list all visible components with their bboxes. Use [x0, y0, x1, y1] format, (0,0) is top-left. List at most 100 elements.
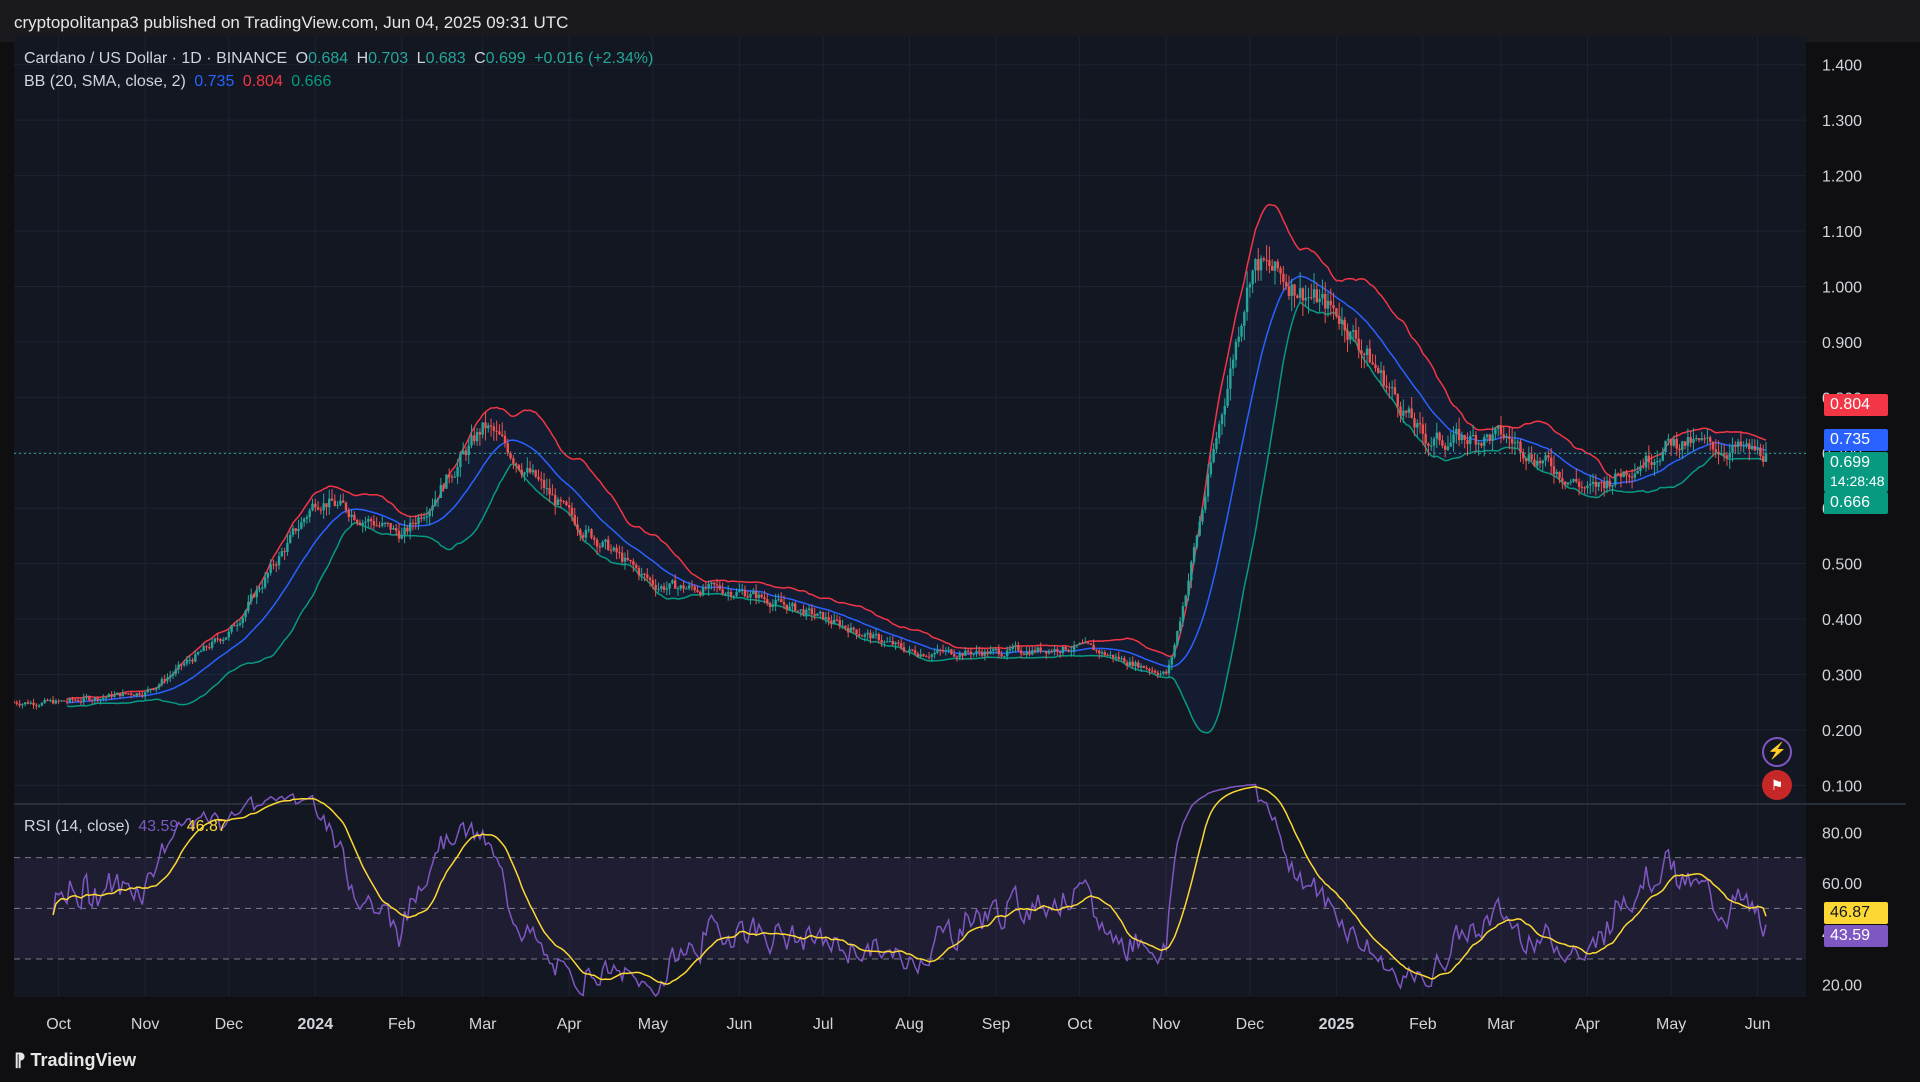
candle-body	[654, 585, 657, 590]
candle-body	[1312, 289, 1316, 298]
candle-body	[1184, 595, 1187, 607]
candle-body	[1711, 441, 1715, 450]
candle-body	[314, 503, 317, 508]
candle-body	[116, 692, 119, 696]
candle-body	[219, 639, 222, 642]
rsi-axis-tick: 80.00	[1822, 825, 1862, 842]
candle-body	[191, 659, 194, 662]
candle-body	[1393, 387, 1397, 395]
bb-upper-value: 0.804	[242, 73, 283, 90]
candle-body	[157, 684, 161, 688]
bb-lower-tag: 0.666	[1824, 492, 1888, 514]
candle-body	[952, 654, 956, 657]
candle-body	[701, 587, 705, 596]
candle-body	[347, 510, 350, 517]
candle-body	[487, 425, 490, 429]
candle-body	[501, 434, 504, 436]
candle-body	[1446, 446, 1450, 450]
candle-body	[475, 432, 479, 442]
candle-body	[1042, 650, 1045, 652]
candle-body	[1686, 437, 1690, 446]
candle-body	[729, 591, 733, 597]
candle-body	[785, 604, 788, 610]
candle-body	[1642, 466, 1645, 468]
candle-body	[1092, 644, 1095, 651]
price-axis-tick: 1.100	[1822, 224, 1862, 241]
chart-area[interactable]: 1.4001.3001.2001.1001.0000.9000.8000.700…	[14, 37, 1906, 1037]
time-axis-tick: Dec	[1236, 1016, 1264, 1033]
time-axis-tick: Nov	[131, 1016, 159, 1033]
candle-body	[1474, 435, 1478, 445]
candle-body	[1204, 496, 1207, 510]
candle-body	[386, 522, 390, 524]
candle-body	[980, 651, 984, 656]
candle-body	[14, 702, 16, 704]
candle-body	[205, 646, 208, 648]
candle-body	[791, 603, 794, 607]
candle-body	[1164, 671, 1168, 674]
candle-body	[286, 542, 289, 552]
candle-body	[1000, 654, 1003, 657]
candle-body	[1675, 439, 1678, 449]
candle-body	[1187, 580, 1190, 596]
candle-body	[40, 702, 44, 706]
candle-body	[939, 650, 942, 652]
candle-body	[503, 435, 507, 444]
last-price-value: 0.699	[1830, 454, 1871, 471]
candle-body	[766, 599, 769, 604]
candle-body	[456, 467, 459, 477]
candle-body	[514, 463, 518, 465]
candle-body	[414, 522, 417, 525]
candle-body	[325, 503, 328, 508]
candle-body	[227, 631, 231, 638]
price-chart-svg[interactable]: 1.4001.3001.2001.1001.0000.9000.8000.700…	[14, 37, 1906, 1037]
candle-body	[925, 656, 928, 658]
candle-body	[1630, 476, 1634, 478]
candle-body	[1290, 284, 1293, 296]
candle-body	[442, 484, 445, 489]
candle-body	[1234, 341, 1238, 360]
candle-body	[85, 696, 88, 698]
candle-body	[905, 651, 908, 653]
us-flag-icon[interactable]: ⚑	[1762, 770, 1792, 800]
candle-body	[68, 698, 71, 702]
candle-body	[1402, 410, 1405, 416]
candle-body	[21, 704, 24, 706]
candle-body	[1605, 480, 1609, 489]
candle-body	[601, 541, 604, 547]
candle-body	[369, 519, 373, 522]
candle-body	[1689, 437, 1692, 443]
candle-body	[1137, 662, 1140, 668]
candle-body	[947, 649, 950, 651]
candle-body	[1706, 437, 1709, 439]
candle-body	[1075, 644, 1079, 646]
publisher-header: cryptopolitanpa3 published on TradingVie…	[0, 0, 1920, 42]
candle-body	[609, 549, 613, 551]
candle-body	[1243, 312, 1246, 326]
candle-body	[992, 649, 995, 652]
candle-body	[1245, 287, 1249, 313]
candle-body	[763, 597, 766, 600]
candle-body	[23, 702, 27, 705]
candle-body	[1081, 643, 1084, 645]
candle-body	[534, 470, 537, 477]
candle-body	[1586, 485, 1589, 489]
candle-body	[598, 546, 602, 548]
candle-body	[1047, 651, 1051, 654]
rsi-ma-value: 46.87	[186, 818, 227, 835]
candle-body	[174, 669, 178, 674]
tradingview-logo[interactable]: ⁋ TradingView	[14, 1050, 136, 1071]
candle-body	[1527, 454, 1531, 462]
candle-body	[975, 650, 978, 654]
candle-body	[673, 580, 677, 589]
candle-body	[768, 603, 772, 608]
candle-body	[738, 590, 741, 593]
candle-body	[1577, 481, 1581, 487]
candle-body	[1457, 428, 1461, 441]
candle-body	[1343, 319, 1346, 331]
candle-body	[1736, 441, 1740, 447]
lightning-icon[interactable]: ⚡	[1762, 737, 1792, 767]
candle-body	[1346, 330, 1349, 340]
candle-body	[551, 494, 554, 496]
candle-body	[127, 693, 130, 695]
